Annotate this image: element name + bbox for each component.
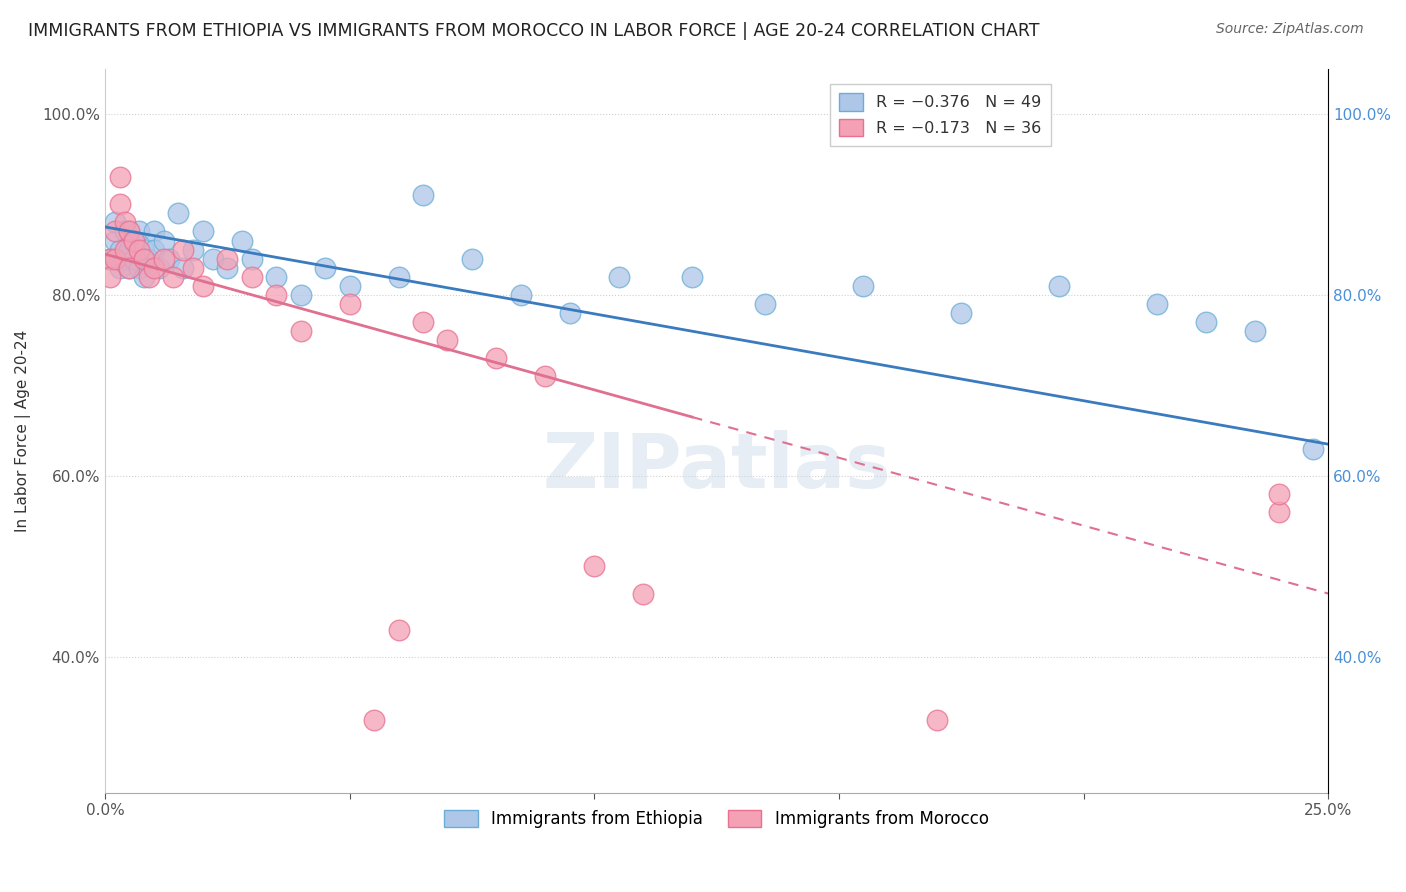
Point — [118, 224, 141, 238]
Point — [201, 252, 224, 266]
Point — [138, 252, 160, 266]
Point — [436, 333, 458, 347]
Point — [114, 224, 136, 238]
Point — [363, 713, 385, 727]
Point — [128, 243, 150, 257]
Point — [461, 252, 484, 266]
Point — [852, 278, 875, 293]
Point — [412, 188, 434, 202]
Point — [142, 260, 165, 275]
Point — [950, 306, 973, 320]
Point — [104, 234, 127, 248]
Point — [132, 269, 155, 284]
Point — [1302, 442, 1324, 456]
Point — [98, 269, 121, 284]
Point — [98, 252, 121, 266]
Point — [114, 252, 136, 266]
Point — [108, 260, 131, 275]
Point — [118, 260, 141, 275]
Point — [124, 252, 146, 266]
Point — [104, 215, 127, 229]
Point — [558, 306, 581, 320]
Point — [1195, 315, 1218, 329]
Point — [387, 623, 409, 637]
Point — [114, 215, 136, 229]
Point — [108, 170, 131, 185]
Point — [191, 278, 214, 293]
Point — [290, 324, 312, 338]
Point — [534, 369, 557, 384]
Point — [1146, 297, 1168, 311]
Point — [314, 260, 336, 275]
Point — [509, 288, 531, 302]
Point — [1268, 505, 1291, 519]
Point — [132, 252, 155, 266]
Point — [162, 269, 184, 284]
Point — [98, 252, 121, 266]
Point — [181, 260, 204, 275]
Point — [142, 224, 165, 238]
Point — [152, 234, 174, 248]
Point — [118, 224, 141, 238]
Point — [339, 278, 361, 293]
Point — [583, 559, 606, 574]
Point — [132, 243, 155, 257]
Point — [290, 288, 312, 302]
Point — [118, 243, 141, 257]
Point — [387, 269, 409, 284]
Point — [412, 315, 434, 329]
Point — [681, 269, 703, 284]
Text: Source: ZipAtlas.com: Source: ZipAtlas.com — [1216, 22, 1364, 37]
Point — [264, 269, 287, 284]
Point — [104, 224, 127, 238]
Y-axis label: In Labor Force | Age 20-24: In Labor Force | Age 20-24 — [15, 329, 31, 532]
Point — [118, 260, 141, 275]
Point — [124, 234, 146, 248]
Point — [148, 260, 170, 275]
Point — [217, 260, 239, 275]
Point — [108, 197, 131, 211]
Point — [124, 234, 146, 248]
Point — [108, 243, 131, 257]
Point — [754, 297, 776, 311]
Point — [152, 252, 174, 266]
Point — [157, 252, 180, 266]
Point — [1268, 487, 1291, 501]
Point — [181, 243, 204, 257]
Point — [1243, 324, 1265, 338]
Point — [128, 260, 150, 275]
Point — [1047, 278, 1070, 293]
Point — [191, 224, 214, 238]
Legend: Immigrants from Ethiopia, Immigrants from Morocco: Immigrants from Ethiopia, Immigrants fro… — [437, 804, 995, 835]
Point — [172, 243, 194, 257]
Point — [114, 243, 136, 257]
Point — [925, 713, 948, 727]
Point — [142, 243, 165, 257]
Point — [339, 297, 361, 311]
Point — [485, 351, 508, 366]
Point — [128, 224, 150, 238]
Text: ZIPatlas: ZIPatlas — [543, 430, 891, 504]
Point — [264, 288, 287, 302]
Point — [104, 252, 127, 266]
Point — [240, 269, 263, 284]
Point — [217, 252, 239, 266]
Point — [607, 269, 630, 284]
Point — [138, 269, 160, 284]
Point — [231, 234, 253, 248]
Point — [631, 586, 654, 600]
Point — [172, 260, 194, 275]
Text: IMMIGRANTS FROM ETHIOPIA VS IMMIGRANTS FROM MOROCCO IN LABOR FORCE | AGE 20-24 C: IMMIGRANTS FROM ETHIOPIA VS IMMIGRANTS F… — [28, 22, 1039, 40]
Point — [167, 206, 190, 220]
Point — [240, 252, 263, 266]
